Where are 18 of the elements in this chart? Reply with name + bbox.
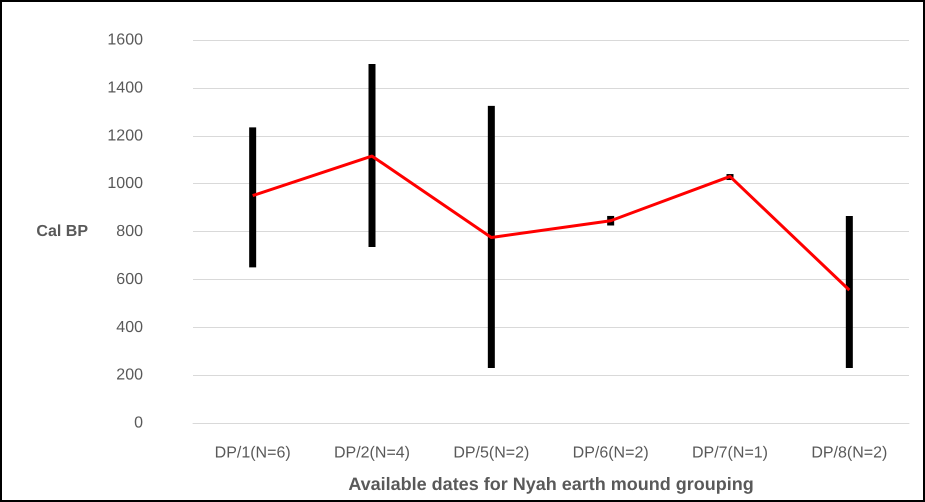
- x-axis-title: Available dates for Nyah earth mound grouping: [348, 474, 754, 494]
- x-tick-label: DP/5(N=2): [453, 444, 530, 462]
- y-tick-label: 1200: [107, 127, 144, 144]
- x-tick-label: DP/6(N=2): [572, 444, 649, 462]
- y-tick-label: 1600: [107, 32, 144, 48]
- line-series: [251, 154, 851, 292]
- x-tick-label: DP/1(N=6): [214, 444, 291, 462]
- y-axis-title: Cal BP: [36, 223, 88, 240]
- x-tick-label: DP/7(N=1): [692, 444, 768, 462]
- x-tick-label: DP/8(N=2): [811, 444, 888, 462]
- y-tick-label: 1400: [107, 79, 144, 96]
- y-tick-label: 1000: [107, 175, 144, 192]
- y-tick-label: 600: [116, 270, 144, 288]
- y-tick-label: 800: [116, 223, 144, 240]
- x-tick-label: DP/2(N=4): [334, 444, 410, 462]
- y-tick-label: 200: [116, 366, 144, 384]
- y-tick-label: 400: [116, 318, 144, 336]
- y-tick-label: 0: [134, 414, 144, 432]
